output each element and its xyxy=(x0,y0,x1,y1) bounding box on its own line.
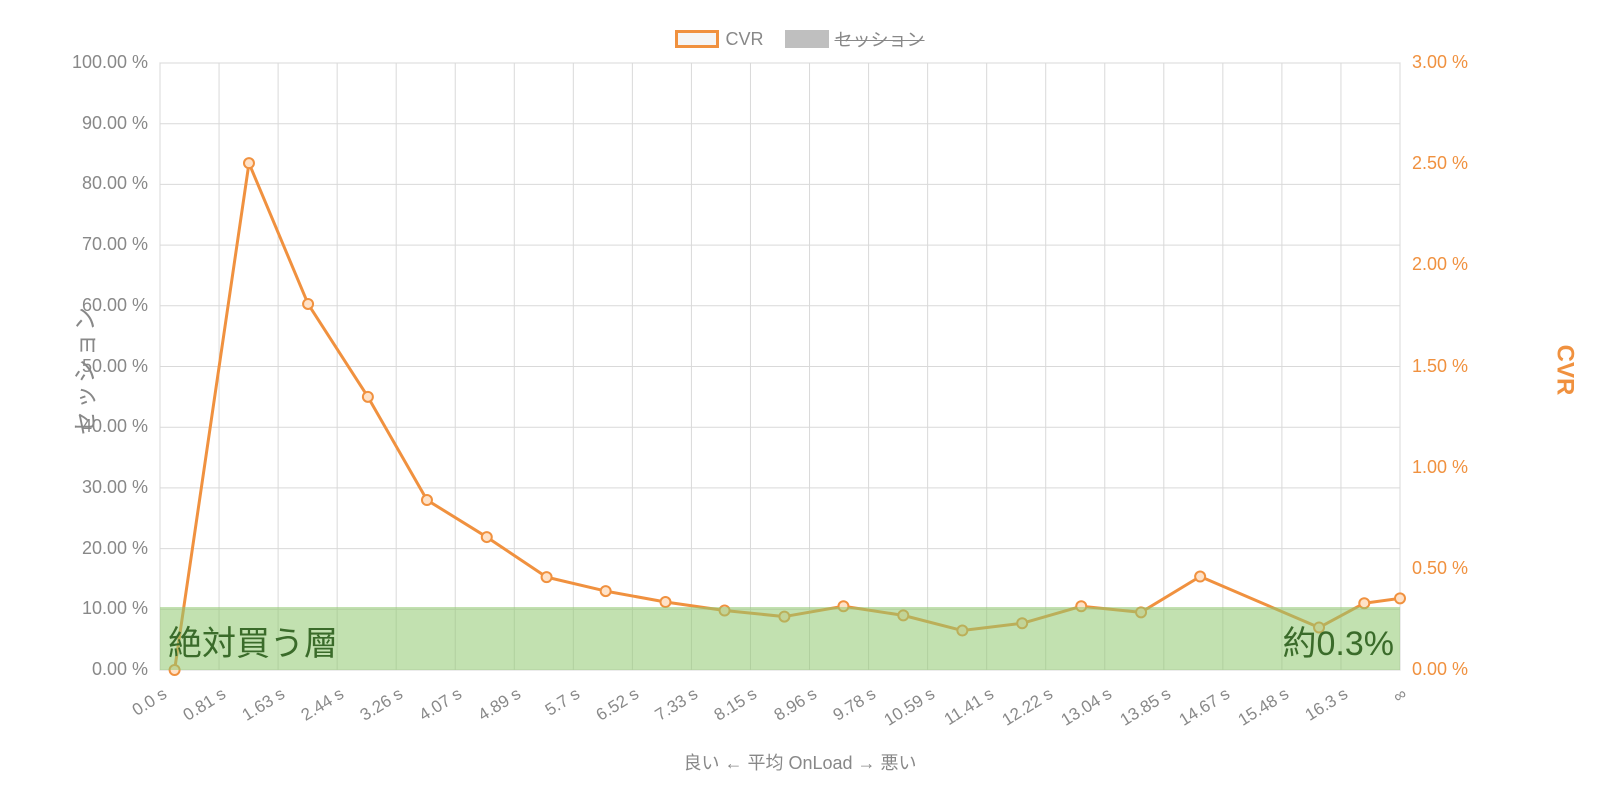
legend-swatch-sessions xyxy=(785,30,829,48)
highlight-band xyxy=(160,607,1400,670)
y-left-tick: 60.00 % xyxy=(0,295,148,316)
y-right-axis-title: CVR xyxy=(1551,345,1579,396)
y-right-tick: 1.50 % xyxy=(1412,356,1468,377)
y-right-tick: 0.00 % xyxy=(1412,659,1468,680)
x-axis-title: 良い ← 平均 OnLoad → 悪い xyxy=(0,749,1600,775)
legend: CVR セッション xyxy=(0,26,1600,53)
y-left-tick: 30.00 % xyxy=(0,477,148,498)
y-left-tick: 10.00 % xyxy=(0,598,148,619)
y-right-tick: 1.00 % xyxy=(1412,457,1468,478)
y-left-tick: 80.00 % xyxy=(0,173,148,194)
highlight-band-right-text: 約0.3% xyxy=(1283,616,1395,665)
y-left-tick: 100.00 % xyxy=(0,52,148,73)
y-left-tick: 40.00 % xyxy=(0,416,148,437)
legend-label-cvr: CVR xyxy=(725,29,763,50)
y-right-tick: 2.50 % xyxy=(1412,153,1468,174)
y-right-tick: 3.00 % xyxy=(1412,52,1468,73)
legend-item-sessions[interactable]: セッション xyxy=(785,26,925,52)
y-left-tick: 0.00 % xyxy=(0,659,148,680)
y-right-tick: 2.00 % xyxy=(1412,254,1468,275)
y-left-tick: 90.00 % xyxy=(0,113,148,134)
legend-label-sessions: セッション xyxy=(835,26,925,52)
y-left-tick: 70.00 % xyxy=(0,234,148,255)
y-right-tick: 0.50 % xyxy=(1412,558,1468,579)
legend-swatch-cvr xyxy=(675,30,719,48)
y-left-tick: 50.00 % xyxy=(0,356,148,377)
legend-item-cvr[interactable]: CVR xyxy=(675,29,763,50)
cvr-onload-chart: CVR セッション セッション CVR 良い ← 平均 OnLoad → 悪い … xyxy=(0,0,1600,811)
y-left-tick: 20.00 % xyxy=(0,538,148,559)
highlight-band-left-text: 絶対買う層 xyxy=(168,616,338,665)
